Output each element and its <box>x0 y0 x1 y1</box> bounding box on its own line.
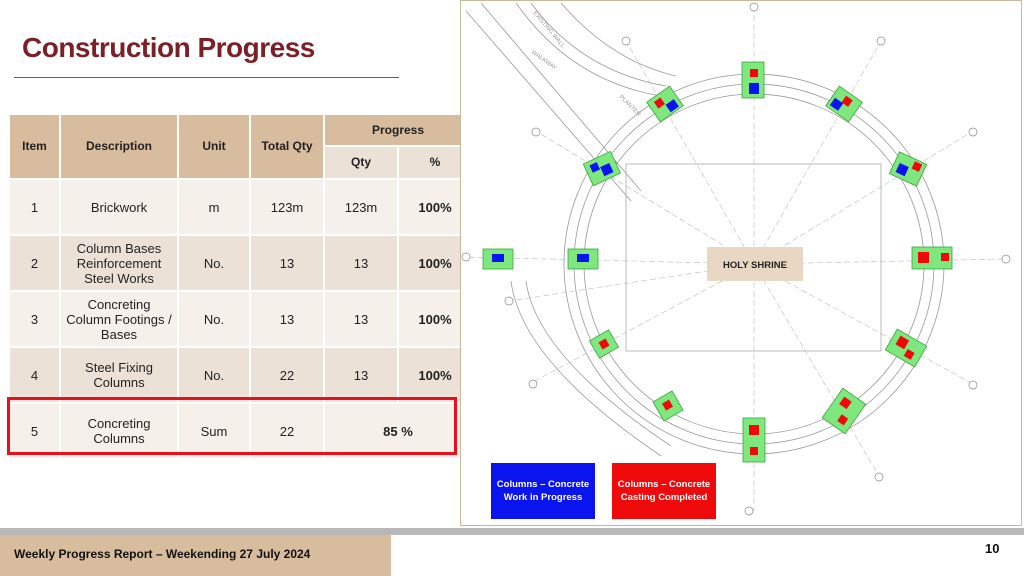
cell-total-qty: 13 <box>249 290 325 348</box>
cell-unit: No. <box>177 290 251 348</box>
cell-pct: 100% <box>397 234 473 292</box>
road-label: EXISTING WALL <box>531 10 565 49</box>
title-divider <box>14 77 399 78</box>
road-label: PLANTER <box>618 94 642 118</box>
legend-completed: Columns – Concrete Casting Completed <box>612 463 716 519</box>
header-progress: Progress <box>323 113 473 147</box>
site-plan: EXISTING WALL WALKWAY PLANTER HOLY SHRIN… <box>460 0 1022 526</box>
header-unit: Unit <box>177 113 251 180</box>
column-marker <box>821 387 867 435</box>
cell-qty: 13 <box>323 234 399 292</box>
shrine-label: HOLY SHRINE <box>723 260 787 271</box>
page-title: Construction Progress <box>22 32 315 63</box>
cell-item: 3 <box>8 290 61 348</box>
table-row: 5 Concreting Columns Sum 22 85 % <box>8 402 473 460</box>
cell-description: Brickwork <box>59 178 179 236</box>
column-marker <box>742 417 766 463</box>
cell-total-qty: 13 <box>249 234 325 292</box>
cell-description: Concreting Column Footings / Bases <box>59 290 179 348</box>
cell-item: 1 <box>8 178 61 236</box>
header-total-qty: Total Qty <box>249 113 325 180</box>
cell-unit: m <box>177 178 251 236</box>
cell-qty: 13 <box>323 346 399 404</box>
page-number: 10 <box>985 541 1000 556</box>
cell-unit: No. <box>177 234 251 292</box>
cell-description: Steel Fixing Columns <box>59 346 179 404</box>
cell-item: 4 <box>8 346 61 404</box>
cell-unit: Sum <box>177 402 251 460</box>
footer-bar <box>0 535 391 576</box>
cell-total-qty: 22 <box>249 346 325 404</box>
row-highlight-box <box>7 397 457 455</box>
footer-separator <box>391 535 397 576</box>
header-progress-qty: Qty <box>323 145 399 180</box>
cell-description: Column Bases Reinforcement Steel Works <box>59 234 179 292</box>
site-plan-drawing: EXISTING WALL WALKWAY PLANTER HOLY SHRIN… <box>461 2 1011 516</box>
table-row: 1 Brickwork m 123m 123m 100% <box>8 178 473 236</box>
road-label: WALKWAY <box>530 50 558 72</box>
cell-item: 2 <box>8 234 61 292</box>
cell-description: Concreting Columns <box>59 402 179 460</box>
cell-total-qty: 123m <box>249 178 325 236</box>
footer-right-panel <box>397 535 1024 576</box>
cell-item: 5 <box>8 402 61 460</box>
cell-qty: 13 <box>323 290 399 348</box>
cell-unit: No. <box>177 346 251 404</box>
shrine-box <box>707 247 803 281</box>
footer-divider <box>0 528 1024 535</box>
header-item: Item <box>8 113 61 180</box>
cell-qty: 123m <box>323 178 399 236</box>
progress-table: Item Description Unit Total Qty Progress… <box>8 113 473 460</box>
cell-progress-merged: 85 % <box>323 402 473 460</box>
cell-total-qty: 22 <box>249 402 325 460</box>
footer-report-title: Weekly Progress Report – Weekending 27 J… <box>14 547 311 561</box>
header-description: Description <box>59 113 179 180</box>
column-marker <box>884 328 928 368</box>
table-row: 2 Column Bases Reinforcement Steel Works… <box>8 234 473 292</box>
legend-in-progress: Columns – Concrete Work in Progress <box>491 463 595 519</box>
table-row: 3 Concreting Column Footings / Bases No.… <box>8 290 473 348</box>
table-row: 4 Steel Fixing Columns No. 22 13 100% <box>8 346 473 404</box>
